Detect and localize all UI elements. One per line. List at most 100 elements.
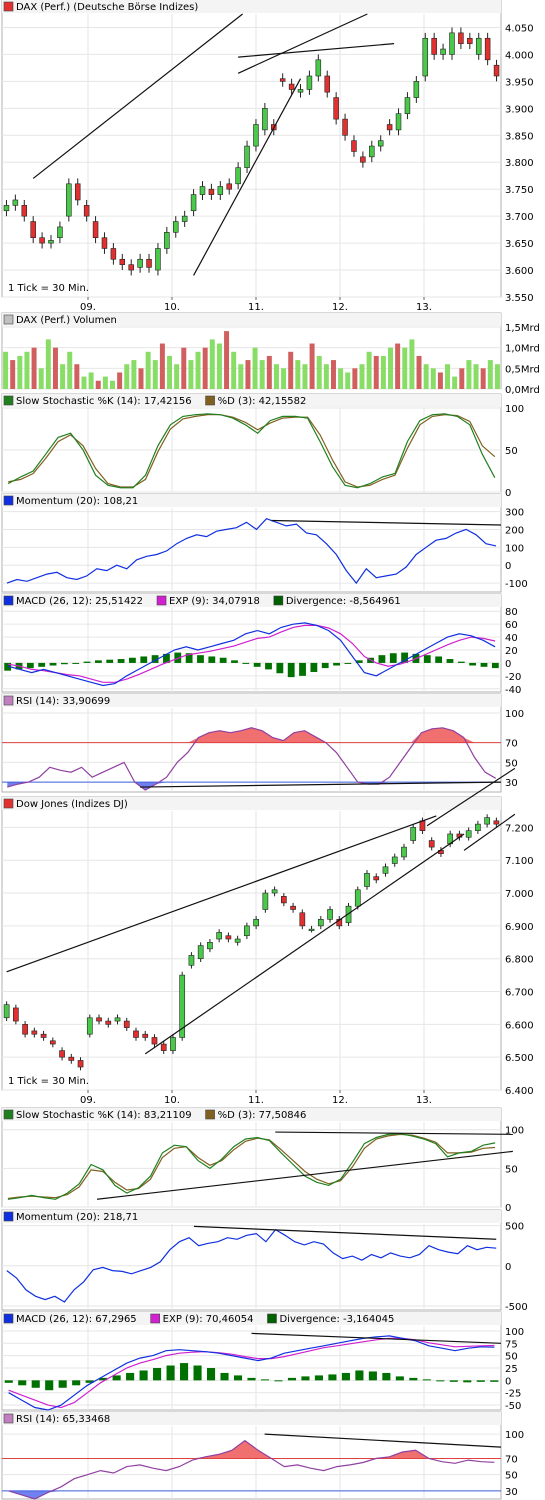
volume-bar xyxy=(195,351,201,389)
divergence-bar xyxy=(368,1371,377,1381)
volume-bar xyxy=(52,347,58,389)
volume-bar xyxy=(159,343,165,389)
divergence-bar xyxy=(287,662,295,678)
volume-bar xyxy=(109,380,115,389)
volume-bar xyxy=(302,364,308,389)
y-tick-label: 6.600 xyxy=(505,1020,534,1031)
candle-body xyxy=(13,1007,19,1022)
candle-body xyxy=(386,124,393,131)
legend-label: Momentum (20): 108,21 xyxy=(16,496,138,507)
y-tick-label: 200 xyxy=(505,525,524,536)
momentum-line xyxy=(6,518,497,585)
candle-body xyxy=(31,1030,38,1035)
divergence-bar xyxy=(99,1377,108,1381)
volume-bar xyxy=(345,372,351,389)
x-tick-label: 10. xyxy=(164,1095,180,1106)
y-tick-label: 100 xyxy=(505,1327,524,1338)
legend-swatch xyxy=(3,1313,14,1324)
volume-bar xyxy=(366,351,372,389)
candle-body xyxy=(484,817,490,825)
candle-body xyxy=(208,188,215,195)
legend-label: MACD (26, 12): 25,51422 xyxy=(16,596,143,607)
rsi-line xyxy=(7,727,496,791)
trendline xyxy=(426,767,516,827)
candle-body xyxy=(484,37,491,61)
candle-body xyxy=(39,237,45,244)
trendline xyxy=(96,1150,513,1200)
candle-body xyxy=(128,264,134,271)
candle-body xyxy=(49,1040,56,1045)
y-tick-label: -40 xyxy=(505,685,521,696)
volume-bar xyxy=(31,347,37,389)
legend-swatch xyxy=(156,595,167,606)
divergence-bar xyxy=(129,657,136,663)
divergence-bar xyxy=(242,662,250,664)
trendline xyxy=(193,78,302,276)
volume-bar xyxy=(3,351,9,389)
divergence-bar xyxy=(422,1379,431,1381)
divergence-bar xyxy=(231,660,238,663)
volume-bar xyxy=(117,372,123,389)
candle-body xyxy=(137,258,143,268)
y-tick-label: 3.950 xyxy=(505,77,534,88)
volume-bar xyxy=(124,364,130,389)
candle-body xyxy=(57,226,63,239)
y-tick-label: 100 xyxy=(505,709,524,720)
volume-bar xyxy=(224,331,230,389)
candle-body xyxy=(382,866,389,874)
volume-bar xyxy=(67,351,73,389)
divergence-bar xyxy=(299,662,306,676)
divergence-bar xyxy=(185,653,193,663)
candle-body xyxy=(22,1024,28,1035)
x-tick-label: 12. xyxy=(332,1095,348,1106)
volume-bar xyxy=(309,343,315,389)
panel-6-header xyxy=(2,797,501,810)
divergence-bar xyxy=(301,1376,310,1381)
volume-bar xyxy=(81,376,87,389)
legend-label: Slow Stochastic %K (14): 83,21109 xyxy=(16,1110,192,1121)
volume-bar xyxy=(445,364,451,389)
divergence-bar xyxy=(463,1380,472,1383)
candle-body xyxy=(391,856,398,864)
y-tick-label: 4.000 xyxy=(505,50,534,61)
divergence-bar xyxy=(58,1380,67,1388)
candle-body xyxy=(395,113,402,131)
y-tick-label: 6.800 xyxy=(505,955,534,966)
divergence-bar xyxy=(151,655,159,663)
y-tick-label: 3.850 xyxy=(505,131,534,142)
volume-bar xyxy=(430,368,436,389)
volume-bar xyxy=(316,355,322,389)
volume-bar xyxy=(416,355,422,389)
candle-body xyxy=(493,820,500,825)
divergence-bar xyxy=(166,1365,175,1381)
divergence-bar xyxy=(409,1377,418,1381)
y-tick-label: 0 xyxy=(505,1376,511,1387)
legend-swatch xyxy=(3,695,14,706)
y-tick-label: 0 xyxy=(505,1203,511,1214)
y-tick-label: 20 xyxy=(505,646,518,657)
macd-line xyxy=(7,622,496,687)
legend-swatch xyxy=(150,1313,160,1324)
volume-bar xyxy=(10,360,16,389)
y-tick-label: 25 xyxy=(505,1364,518,1375)
divergence-bar xyxy=(72,1380,81,1386)
y-tick-label: 50 xyxy=(505,446,518,457)
candle-body xyxy=(226,183,232,190)
candle-body xyxy=(431,37,437,55)
candle-body xyxy=(48,240,54,244)
trendline xyxy=(463,813,516,851)
y-tick-label: -20 xyxy=(505,672,521,683)
x-tick-label: 10. xyxy=(164,302,180,313)
y-tick-label: 300 xyxy=(505,508,524,519)
divergence-bar xyxy=(49,662,57,666)
panel-5-header xyxy=(2,694,501,707)
candle-body xyxy=(369,145,375,158)
x-tick-label: 11. xyxy=(248,1095,264,1106)
candle-body xyxy=(173,221,179,233)
candle-body xyxy=(299,912,306,927)
y-tick-label: 6.700 xyxy=(505,988,534,999)
candle-body xyxy=(449,32,455,55)
candle-body xyxy=(428,840,435,848)
candle-body xyxy=(404,97,411,115)
candle-body xyxy=(271,889,278,894)
